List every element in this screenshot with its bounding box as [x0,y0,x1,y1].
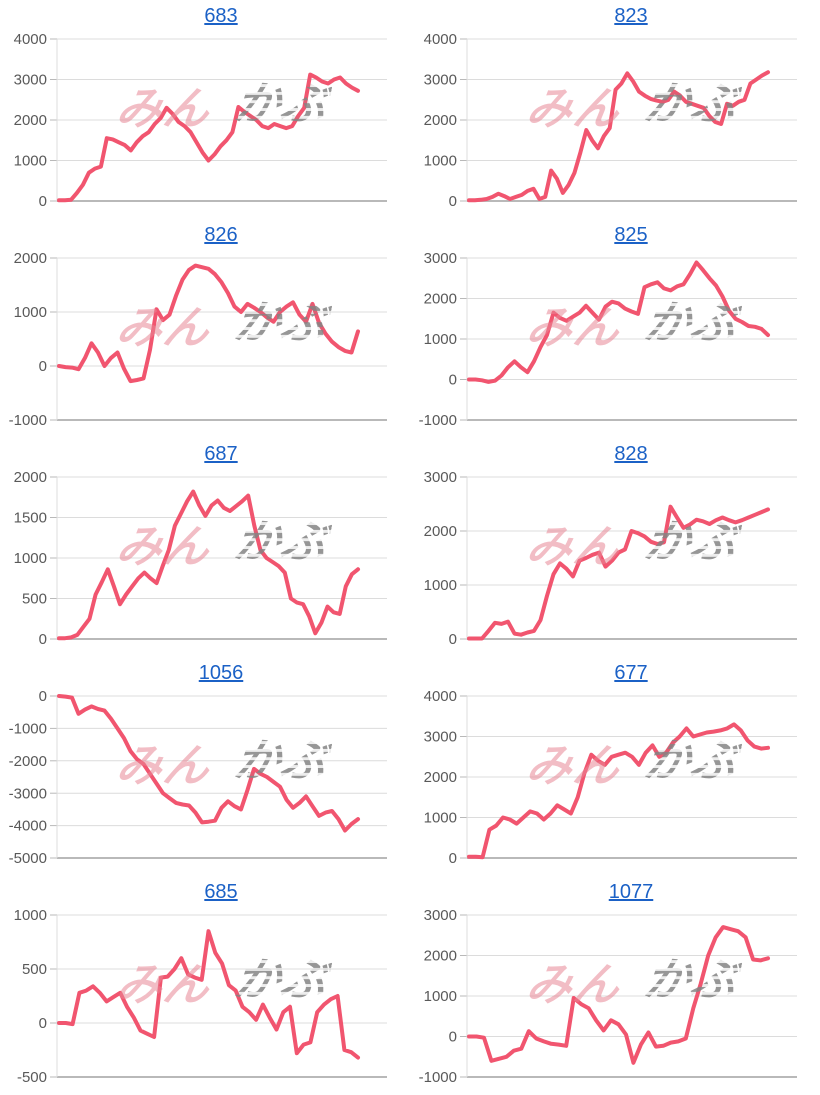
svg-text:-5000: -5000 [9,850,47,867]
svg-text:-3000: -3000 [9,785,47,802]
chart-title-row: 1056 [32,657,410,690]
svg-text:0: 0 [449,193,457,210]
svg-text:0: 0 [39,690,47,705]
chart-title-link[interactable]: 1056 [198,662,244,684]
chart-title-row: 687 [32,438,410,471]
chart-cell: 1056 0 -1000 -2000 -3000 -4000 -5000 みん かぶ [0,657,410,876]
chart-title-link[interactable]: 687 [204,443,238,465]
svg-text:500: 500 [22,591,47,608]
svg-text:-1000: -1000 [419,412,457,429]
svg-text:0: 0 [449,850,457,867]
chart-title-link[interactable]: 823 [614,5,648,27]
svg-text:3000: 3000 [424,471,457,486]
svg-text:1000: 1000 [14,153,47,170]
line-chart-svg: 3000 2000 1000 0 -1000 [419,909,797,1086]
chart-cell: 687 2000 1500 1000 500 0 みん かぶ [0,438,410,657]
chart-title-row: 683 [32,0,410,33]
svg-text:-2000: -2000 [9,753,47,770]
chart-cell: 1077 3000 2000 1000 0 -1000 みん かぶ [410,876,820,1095]
svg-text:2000: 2000 [14,112,47,129]
svg-text:1500: 1500 [14,510,47,527]
chart-cell: 677 4000 3000 2000 1000 0 みん かぶ [410,657,820,876]
line-chart-svg: 2000 1500 1000 500 0 [14,471,387,648]
chart-title-row: 826 [32,219,410,252]
chart-title-row: 825 [442,219,820,252]
svg-text:3000: 3000 [424,729,457,746]
svg-text:1000: 1000 [424,153,457,170]
svg-text:2000: 2000 [424,523,457,540]
svg-text:3000: 3000 [14,72,47,89]
svg-text:4000: 4000 [14,33,47,48]
chart-title-row: 823 [442,0,820,33]
svg-text:4000: 4000 [424,33,457,48]
svg-text:1000: 1000 [14,909,47,924]
line-chart-svg: 3000 2000 1000 0 -1000 [419,252,797,429]
svg-text:1000: 1000 [424,577,457,594]
chart-cell: 826 2000 1000 0 -1000 みん かぶ [0,219,410,438]
svg-text:2000: 2000 [424,112,457,129]
chart-title-row: 685 [32,876,410,909]
svg-text:1000: 1000 [424,810,457,827]
line-chart-svg: 0 -1000 -2000 -3000 -4000 -5000 [9,690,387,867]
svg-text:0: 0 [39,1015,47,1032]
chart-title-row: 677 [442,657,820,690]
svg-text:2000: 2000 [424,948,457,965]
line-chart-svg: 4000 3000 2000 1000 0 [14,33,387,210]
svg-text:1000: 1000 [14,304,47,321]
svg-text:500: 500 [22,961,47,978]
chart-title-link[interactable]: 683 [204,5,238,27]
svg-text:-4000: -4000 [9,818,47,835]
chart-title-row: 1077 [442,876,820,909]
chart-title-link[interactable]: 685 [204,881,238,903]
svg-text:0: 0 [39,631,47,648]
svg-text:3000: 3000 [424,252,457,267]
svg-text:2000: 2000 [424,769,457,786]
line-chart-svg: 3000 2000 1000 0 [424,471,797,648]
chart-title-link[interactable]: 677 [614,662,648,684]
svg-text:2000: 2000 [14,252,47,267]
svg-text:2000: 2000 [424,291,457,308]
line-chart-svg: 1000 500 0 -500 [14,909,387,1086]
line-chart-svg: 2000 1000 0 -1000 [9,252,387,429]
chart-title-link[interactable]: 825 [614,224,648,246]
chart-title-link[interactable]: 828 [614,443,648,465]
chart-cell: 685 1000 500 0 -500 みん かぶ [0,876,410,1095]
chart-cell: 683 4000 3000 2000 1000 0 みん かぶ [0,0,410,219]
line-chart-svg: 4000 3000 2000 1000 0 [424,690,797,867]
svg-text:0: 0 [39,193,47,210]
chart-title-link[interactable]: 1077 [608,881,654,903]
svg-text:-1000: -1000 [419,1069,457,1086]
svg-text:0: 0 [39,358,47,375]
svg-text:0: 0 [449,372,457,389]
chart-cell: 828 3000 2000 1000 0 みん かぶ [410,438,820,657]
svg-text:3000: 3000 [424,909,457,924]
chart-title-link[interactable]: 826 [204,224,238,246]
svg-text:-1000: -1000 [9,412,47,429]
line-chart-svg: 4000 3000 2000 1000 0 [424,33,797,210]
svg-text:-500: -500 [17,1069,47,1086]
chart-cell: 825 3000 2000 1000 0 -1000 みん かぶ [410,219,820,438]
svg-text:2000: 2000 [14,471,47,486]
svg-text:1000: 1000 [424,331,457,348]
svg-text:4000: 4000 [424,690,457,705]
chart-cell: 823 4000 3000 2000 1000 0 みん かぶ [410,0,820,219]
svg-text:-1000: -1000 [9,721,47,738]
svg-text:1000: 1000 [424,988,457,1005]
chart-title-row: 828 [442,438,820,471]
svg-text:1000: 1000 [14,550,47,567]
svg-text:0: 0 [449,631,457,648]
svg-text:3000: 3000 [424,72,457,89]
svg-text:0: 0 [449,1029,457,1046]
